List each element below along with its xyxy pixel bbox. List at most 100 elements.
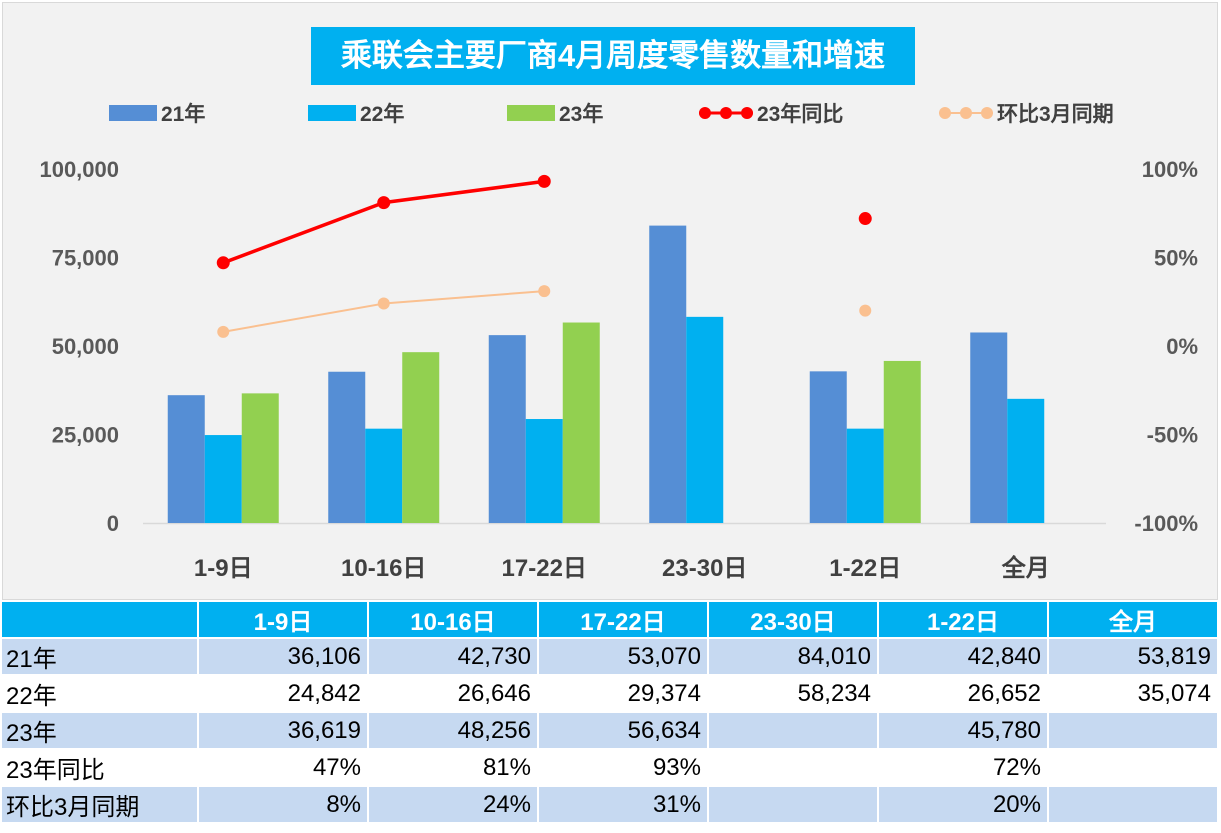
bar xyxy=(686,316,724,523)
row-label: 22年 xyxy=(2,675,199,713)
table-cell xyxy=(708,712,879,750)
table-cell: 24% xyxy=(368,786,539,824)
table-cell: 42,840 xyxy=(878,638,1049,676)
bar xyxy=(328,371,366,523)
table-header-cell: 17-22日 xyxy=(538,602,709,639)
table-cell: 29,374 xyxy=(538,675,709,713)
chart-area: 乘联会主要厂商4月周度零售数量和增速 21年 22年 23年 23年同比 xyxy=(2,2,1218,600)
legend-swatch-23 xyxy=(507,105,555,121)
bar xyxy=(488,335,526,523)
series-point xyxy=(217,325,230,338)
x-tick-label: 23-30日 xyxy=(662,555,747,582)
plot-area: 100,000 75,000 50,000 25,000 0 100% 50% 0% -50% -… xyxy=(39,157,1198,582)
legend-item-mom: 环比3月同期 xyxy=(937,95,1114,131)
table-cell: 8% xyxy=(198,786,369,824)
table-cell: 81% xyxy=(368,749,539,787)
bar xyxy=(883,360,921,523)
table-cell: 24,842 xyxy=(198,675,369,713)
table-cell: 26,646 xyxy=(368,675,539,713)
y-right-tick-label: -100% xyxy=(1134,511,1198,536)
table-header-cell xyxy=(2,602,199,639)
table-cell: 56,634 xyxy=(538,712,709,750)
table-cell: 31% xyxy=(538,786,709,824)
row-label: 23年 xyxy=(2,712,199,750)
y-right-tick-label: 50% xyxy=(1154,246,1198,271)
y-left-tick-label: 100,000 xyxy=(39,157,119,182)
table-cell xyxy=(708,786,879,824)
table-row: 23年 36,619 48,256 56,634 45,780 xyxy=(2,712,1219,750)
bar xyxy=(241,393,279,523)
series-point xyxy=(859,304,872,317)
bar xyxy=(204,435,242,523)
series-point xyxy=(377,196,391,210)
x-tick-label: 全月 xyxy=(1001,554,1050,582)
legend-item-yoy: 23年同比 xyxy=(697,95,843,131)
table-cell: 20% xyxy=(878,786,1049,824)
table-cell: 45,780 xyxy=(878,712,1049,750)
row-label: 23年同比 xyxy=(2,749,199,787)
table-cell: 84,010 xyxy=(708,638,879,676)
table-header-cell: 全月 xyxy=(1048,602,1219,639)
table-header-cell: 10-16日 xyxy=(368,602,539,639)
chart-title: 乘联会主要厂商4月周度零售数量和增速 xyxy=(311,27,915,85)
series-point xyxy=(377,297,390,310)
legend-item-23: 23年 xyxy=(507,95,603,131)
legend-swatch-22 xyxy=(308,105,356,121)
table-cell: 58,234 xyxy=(708,675,879,713)
table-cell: 93% xyxy=(538,749,709,787)
bar xyxy=(809,371,847,523)
legend-item-21: 21年 xyxy=(109,95,205,131)
table-cell xyxy=(708,749,879,787)
legend-marker-yoy xyxy=(699,107,753,119)
bar xyxy=(970,332,1008,523)
table-cell: 36,106 xyxy=(198,638,369,676)
legend-marker-mom xyxy=(939,107,993,119)
legend-label-yoy: 23年同比 xyxy=(757,103,844,126)
x-tick-label: 10-16日 xyxy=(341,555,426,582)
table-cell: 53,070 xyxy=(538,638,709,676)
y-left-tick-label: 0 xyxy=(107,511,119,536)
table-row: 21年 36,106 42,730 53,070 84,010 42,840 5… xyxy=(2,638,1219,676)
table-cell xyxy=(1048,786,1219,824)
bar xyxy=(649,225,687,523)
data-table: 1-9日 10-16日 17-22日 23-30日 1-22日 全月 21年 3… xyxy=(2,602,1219,824)
table-header-cell: 23-30日 xyxy=(708,602,879,639)
legend-label-mom: 环比3月同期 xyxy=(997,103,1114,126)
x-tick-label: 1-9日 xyxy=(194,555,253,582)
y-left-tick-label: 75,000 xyxy=(52,246,119,271)
series-point xyxy=(538,285,551,298)
table-cell: 26,652 xyxy=(878,675,1049,713)
table-cell: 36,619 xyxy=(198,712,369,750)
series-point xyxy=(858,212,872,226)
y-right-tick-label: 100% xyxy=(1142,157,1198,182)
table-header-row: 1-9日 10-16日 17-22日 23-30日 1-22日 全月 xyxy=(2,602,1219,639)
table-row: 22年 24,842 26,646 29,374 58,234 26,652 3… xyxy=(2,675,1219,713)
legend-label-23: 23年 xyxy=(559,103,604,126)
legend-swatch-21 xyxy=(109,105,157,121)
series-line xyxy=(223,290,545,333)
bar xyxy=(402,352,440,523)
x-tick-label: 17-22日 xyxy=(502,555,587,582)
legend: 21年 22年 23年 23年同比 环比3月同期 xyxy=(3,95,1219,131)
table-cell xyxy=(1048,749,1219,787)
bar xyxy=(167,395,205,523)
table-row: 环比3月同期 8% 24% 31% 20% xyxy=(2,786,1219,824)
table-cell: 72% xyxy=(878,749,1049,787)
bar xyxy=(525,419,563,523)
bar xyxy=(562,322,600,523)
table-cell: 47% xyxy=(198,749,369,787)
x-tick-label: 1-22日 xyxy=(829,555,901,582)
y-left-tick-label: 25,000 xyxy=(52,423,119,448)
legend-item-22: 22年 xyxy=(308,95,404,131)
bar xyxy=(365,428,403,523)
bar xyxy=(846,428,884,523)
table-cell: 35,074 xyxy=(1048,675,1219,713)
table-cell xyxy=(1048,712,1219,750)
series-line xyxy=(222,179,545,265)
table-cell: 42,730 xyxy=(368,638,539,676)
table-row: 23年同比 47% 81% 93% 72% xyxy=(2,749,1219,787)
table-header-cell: 1-9日 xyxy=(198,602,369,639)
y-right-tick-label: 0% xyxy=(1166,334,1198,359)
row-label: 21年 xyxy=(2,638,199,676)
y-left-tick-label: 50,000 xyxy=(52,334,119,359)
